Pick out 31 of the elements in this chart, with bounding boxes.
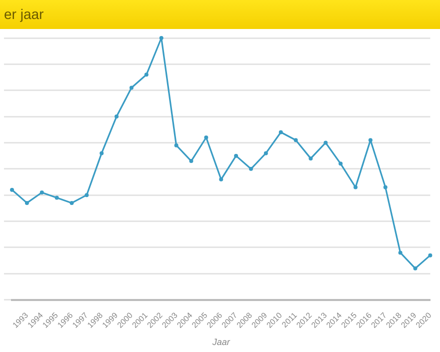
x-axis-title: Jaar [211, 337, 231, 348]
point [100, 151, 104, 156]
point [219, 177, 224, 182]
point [248, 166, 253, 171]
point [10, 188, 14, 192]
point [84, 193, 89, 198]
point [264, 151, 268, 156]
chart-title: er jaar [4, 6, 44, 22]
point [70, 200, 74, 205]
point [278, 130, 283, 134]
point [129, 86, 134, 90]
point [324, 140, 328, 145]
point [338, 162, 343, 166]
point [383, 185, 388, 190]
point [54, 196, 59, 200]
point [159, 36, 164, 40]
point [174, 143, 178, 148]
point [428, 253, 432, 258]
point [354, 185, 358, 190]
point [234, 154, 238, 158]
point [398, 250, 402, 255]
point [40, 190, 44, 194]
point [189, 159, 194, 164]
point [308, 156, 313, 160]
point [114, 114, 119, 119]
point [24, 200, 29, 205]
point [413, 266, 418, 270]
point [204, 135, 208, 140]
point [294, 138, 298, 142]
point [144, 72, 148, 77]
point [368, 138, 372, 142]
